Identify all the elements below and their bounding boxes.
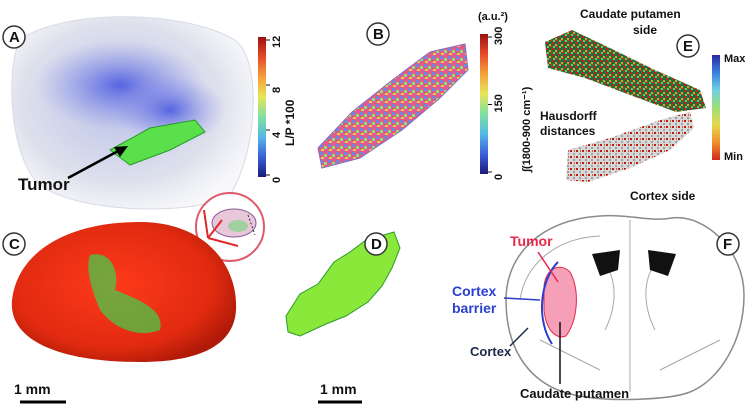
colorbar-a-tick-label: 0 [271, 177, 283, 183]
panel-e-middle-caption-2: distances [540, 124, 596, 138]
badge-e: E [676, 34, 700, 58]
colorbar-a-ticks: 0 4 8 12 [266, 36, 283, 183]
tumor-arrowhead [114, 146, 128, 157]
panel-d: 1 mm [285, 231, 401, 404]
inset-axis-y [203, 209, 209, 239]
badge-b: B [366, 22, 390, 46]
atlas-inner-lines [519, 220, 721, 392]
panel-e-top-caption-1: Caudate putamen [580, 7, 681, 21]
panel-f-caudate-label: Caudate putamen [520, 386, 629, 401]
panel-b: (a.u.²) 0 150 300 ∫(1800-900 cm⁻¹) [317, 11, 533, 180]
badge-a-letter: A [9, 29, 20, 46]
panel-f: Tumor Cortex barrier Cortex Caudate puta… [452, 214, 745, 401]
badge-c: C [2, 232, 26, 256]
colorbar-b-tick-label: 0 [493, 174, 505, 180]
colorbar-b-label: ∫(1800-900 cm⁻¹) [521, 86, 533, 173]
colorbar-a [258, 37, 266, 177]
panel-c: 1 mm [11, 222, 237, 404]
colorbar-a-tick-label: 8 [271, 87, 283, 93]
colorbar-b-tick-label: 150 [493, 94, 505, 112]
badge-f: F [716, 232, 740, 256]
panel-a: Tumor 0 4 8 12 L/P *100 [11, 16, 297, 210]
scalebar-d-label: 1 mm [320, 381, 357, 397]
atlas-outline [505, 214, 745, 401]
badge-a: A [2, 25, 26, 49]
tumor-label-a: Tumor [18, 175, 70, 194]
inset-axis-z [207, 219, 223, 239]
spectral-map-b [317, 43, 469, 169]
surface-cortex-side [566, 112, 694, 182]
barrier-pointer [503, 297, 541, 301]
ventricle-right [648, 250, 676, 276]
scalebar-c-label: 1 mm [14, 381, 51, 397]
orientation-inset [195, 192, 265, 262]
panel-f-barrier-label-1: Cortex [452, 283, 497, 299]
colorbar-b-unit: (a.u.²) [478, 11, 508, 23]
panel-e: Caudate putamen side Hausdorff distances… [540, 7, 746, 203]
ventricle-left [592, 250, 620, 276]
colorbar-a-tick-label: 4 [271, 131, 283, 138]
colorbar-e-max: Max [724, 53, 746, 65]
badge-d: D [364, 232, 388, 256]
panel-e-middle-caption-1: Hausdorff [540, 109, 598, 123]
colorbar-b-ticks: 0 150 300 [488, 27, 505, 180]
green-signal-c [88, 254, 161, 334]
panel-f-tumor-label: Tumor [510, 233, 553, 249]
tumor-region-f [543, 266, 577, 338]
panel-e-bottom-caption: Cortex side [630, 189, 696, 203]
inset-axis-x [207, 237, 239, 247]
colorbar-b [480, 34, 488, 174]
colorbar-e-min: Min [724, 151, 743, 163]
badge-d-letter: D [371, 236, 382, 253]
panel-e-top-caption-2: side [633, 23, 657, 37]
red-volume-c [11, 222, 237, 362]
colorbar-a-label: L/P *100 [283, 99, 297, 146]
badge-f-letter: F [723, 236, 732, 253]
tumor-volume-d [285, 231, 401, 337]
colorbar-a-tick-label: 12 [271, 36, 283, 48]
tumor-region-a [109, 119, 206, 166]
tumor-pointer [537, 251, 559, 283]
badge-c-letter: C [9, 236, 20, 253]
cortex-barrier-line [541, 261, 559, 345]
badge-e-letter: E [683, 38, 693, 55]
badge-b-letter: B [373, 26, 384, 43]
colorbar-e [712, 55, 720, 160]
inset-dash [247, 214, 256, 236]
cortex-pointer [509, 327, 529, 347]
surface-caudate-side [545, 30, 706, 112]
panel-f-cortex-label: Cortex [470, 344, 512, 359]
tumor-arrow [67, 148, 121, 180]
colorbar-b-tick-label: 300 [493, 27, 505, 45]
panel-f-barrier-label-2: barrier [452, 300, 497, 316]
inset-sample-marks [228, 220, 248, 232]
